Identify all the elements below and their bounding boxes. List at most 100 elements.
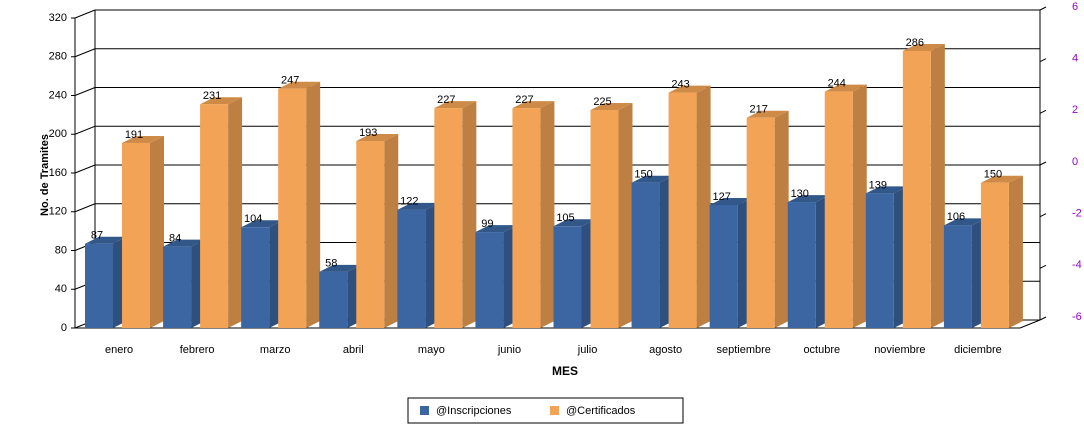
data-label: 247 (281, 75, 299, 87)
bar-side (228, 97, 243, 328)
y-tick-label: 320 (49, 12, 67, 24)
grid-line-side (74, 125, 96, 135)
bar (163, 246, 192, 328)
data-label: 217 (749, 104, 767, 116)
legend-swatch (550, 406, 559, 415)
bar (278, 88, 307, 328)
bar-top (746, 110, 789, 118)
bar-top (241, 220, 284, 228)
legend-box (407, 397, 684, 424)
y2-tick-mark (1039, 109, 1047, 114)
data-label: 122 (400, 196, 418, 208)
data-label: 99 (481, 218, 493, 230)
bar (434, 108, 463, 328)
bar-top (85, 236, 127, 244)
y2-tick-mark (1039, 6, 1047, 11)
y-tick-label: 0 (61, 322, 67, 334)
bar (85, 243, 113, 328)
bar (631, 182, 660, 328)
bar-top (553, 219, 596, 227)
x-axis-title: MES (552, 364, 578, 378)
bar (200, 104, 229, 328)
y2-tick-label: -2 (1072, 208, 1082, 220)
bar-top (709, 197, 752, 205)
grid-line-side (74, 9, 96, 19)
bar-side (696, 85, 711, 328)
bar (241, 227, 270, 328)
bar-side (150, 135, 164, 328)
bar (865, 193, 894, 328)
data-label: 84 (169, 233, 181, 245)
x-tick-label: mayo (418, 344, 445, 356)
y2-tick-label: -4 (1072, 259, 1082, 271)
bar-side (1008, 175, 1023, 328)
bar-top (865, 186, 908, 194)
x-tick-label: junio (497, 344, 521, 356)
data-label: 227 (437, 94, 455, 106)
data-label: 286 (906, 37, 924, 49)
bar-side (774, 110, 789, 328)
y2-tick-label: 0 (1072, 156, 1078, 168)
floor-edge (1019, 319, 1041, 329)
y-tick-label: 120 (49, 206, 67, 218)
data-label: 130 (791, 188, 809, 200)
data-label: 87 (91, 230, 103, 242)
bar (668, 92, 697, 328)
bar-top (475, 225, 518, 233)
y2-tick-mark (1039, 161, 1047, 166)
bar-top (824, 84, 867, 92)
legend-label: @Certificados (566, 405, 636, 417)
bar-top (200, 97, 243, 105)
y2-tick-label: 4 (1072, 53, 1078, 65)
grid-line-side (74, 48, 96, 58)
bar-side (852, 84, 867, 328)
data-label: 127 (712, 191, 730, 203)
data-label: 191 (125, 129, 143, 141)
y-tick-label: 160 (49, 167, 67, 179)
bar-top (590, 103, 633, 111)
bar-side (306, 81, 321, 328)
x-tick-label: octubre (803, 344, 840, 356)
bar-top (631, 175, 674, 183)
bar (902, 50, 931, 328)
bar (590, 110, 619, 328)
y2-tick-label: 6 (1072, 1, 1078, 13)
bar-top (943, 218, 986, 226)
bar-top (122, 135, 164, 143)
bar-side (930, 43, 945, 328)
y2-tick-mark (1039, 264, 1047, 269)
data-label: 231 (203, 90, 221, 102)
bar-side (462, 101, 477, 328)
data-label: 139 (869, 179, 887, 191)
x-tick-label: noviembre (874, 344, 925, 356)
y-tick-label: 200 (49, 128, 67, 140)
data-label: 227 (515, 94, 533, 106)
data-label: 244 (828, 78, 846, 90)
legend-label: @Inscripciones (436, 405, 512, 417)
bar (824, 91, 853, 328)
bar (356, 141, 385, 328)
data-label: 225 (593, 96, 611, 108)
x-tick-label: marzo (260, 344, 291, 356)
grid-line-side (74, 203, 96, 213)
bar-side (540, 101, 555, 328)
bar-side (618, 103, 633, 328)
bar-top (434, 101, 477, 109)
x-tick-label: septiembre (716, 344, 770, 356)
bar-top (668, 85, 711, 93)
y-tick-label: 280 (49, 51, 67, 63)
data-label: 243 (671, 79, 689, 91)
bar (319, 271, 348, 328)
y2-tick-label: -6 (1072, 311, 1082, 323)
bar (397, 209, 426, 328)
data-label: 58 (325, 258, 337, 270)
y-tick-label: 80 (55, 244, 67, 256)
x-tick-label: julio (577, 344, 598, 356)
y2-tick-mark (1039, 58, 1047, 63)
bar-top (512, 101, 555, 109)
bar-top (163, 239, 206, 247)
y2-tick-label: 2 (1072, 104, 1078, 116)
bar-top (787, 195, 830, 203)
bar (787, 202, 816, 328)
